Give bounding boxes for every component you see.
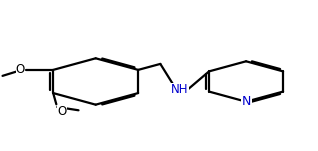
- Text: O: O: [16, 63, 25, 76]
- Text: O: O: [57, 105, 66, 118]
- Text: N: N: [241, 95, 251, 108]
- Text: NH: NH: [171, 83, 188, 96]
